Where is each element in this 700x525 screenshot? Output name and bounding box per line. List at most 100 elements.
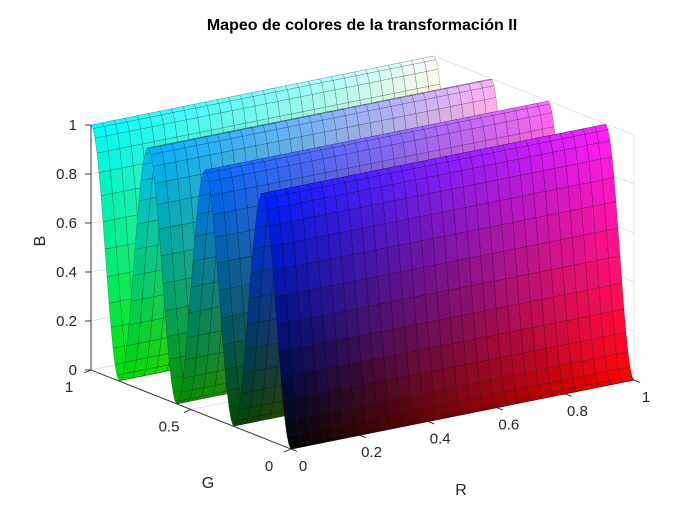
surface-facet [341,254,356,284]
y-tick-mark [183,409,192,413]
surface-facet [593,356,608,374]
surface-facet [313,342,327,372]
x-tick-label: 1 [642,389,650,406]
surface-facet [392,181,407,201]
surface-facet [474,181,489,206]
surface-facet [168,199,183,228]
surface-facet [312,197,327,217]
surface-facet [276,126,291,142]
surface-facet [305,237,319,265]
surface-facet [399,395,413,414]
surface-facet [395,352,409,379]
x-tick-mark [565,393,572,397]
surface-facet [317,391,331,415]
surface-facet [112,190,127,220]
surface-facet [345,113,360,128]
surface-facet [254,169,269,187]
surface-facet [381,328,396,358]
surface-facet [233,188,248,211]
surface-facet [412,267,426,298]
surface-facet [414,71,429,89]
surface-facet [417,193,432,217]
surface-facet [579,181,594,209]
surface-facet [296,416,311,434]
y-tick-label: 0.5 [159,419,180,436]
surface-facet [96,150,111,173]
surface-facet [117,131,132,149]
surface-facet [352,252,367,282]
surface-facet [540,112,555,130]
surface-facet [426,68,441,87]
surface-facet [547,212,561,243]
surface-facet [270,244,285,271]
surface-facet [287,124,302,140]
x-tick-label: 0 [299,458,307,475]
surface-facet [381,184,395,204]
surface-facet [328,232,342,260]
surface-facet [280,375,295,402]
surface-facet [551,267,565,298]
surface-facet [498,331,512,358]
surface-facet [349,361,364,388]
surface-facet [364,402,379,420]
surface-facet [568,184,582,212]
surface-facet [154,180,169,205]
surface-facet [295,263,310,293]
surface-facet [559,363,573,381]
x-tick-label: 0.6 [498,417,519,434]
surface-facet [162,281,177,312]
surface-facet [330,409,345,427]
surface-facet [94,135,109,154]
surface-facet [164,161,179,182]
surface-facet [574,262,588,293]
surface-facet [272,268,287,298]
surface-facet [320,285,335,316]
surface-facet [335,193,350,213]
surface-facet [570,208,584,238]
surface-facet [362,382,377,406]
surface-facet [394,198,409,222]
surface-facet [438,172,453,192]
x-tick-mark [359,434,366,439]
surface-facet [578,315,592,342]
surface-facet [492,250,506,282]
surface-facet [583,232,598,263]
surface-facet [160,253,175,284]
surface-facet [403,140,417,157]
surface-facet [266,167,280,185]
surface-facet [459,90,474,105]
surface-facet [506,119,520,137]
surface-facet [375,247,390,277]
surface-facet [425,292,440,323]
surface-facet [590,179,605,207]
x-tick-label: 0.4 [430,430,451,447]
surface-facet [276,322,291,353]
surface-facet [518,301,533,331]
surface-facet [369,80,383,99]
surface-facet [566,163,580,188]
surface-facet [433,388,448,407]
surface-facet [104,246,119,278]
surface-facet [311,158,326,176]
surface-facet [210,193,225,215]
surface-facet [181,222,196,252]
surface-facet [392,75,406,94]
surface-facet [437,133,452,151]
surface-facet [436,94,451,110]
surface-facet [307,413,322,432]
x-tick-label: 0.2 [361,444,382,461]
surface-facet [465,204,479,232]
surface-facet [539,269,554,300]
surface-facet [582,358,596,377]
surface-facet [373,223,388,251]
surface-facet [402,296,417,328]
surface-facet [98,170,113,197]
surface-facet [242,133,257,149]
surface-facet [604,353,619,372]
surface-facet [170,224,185,254]
surface-facet [323,89,338,108]
surface-facet [350,227,365,255]
surface-facet [490,376,505,395]
surface-facet [450,315,465,344]
surface-facet [367,108,382,124]
